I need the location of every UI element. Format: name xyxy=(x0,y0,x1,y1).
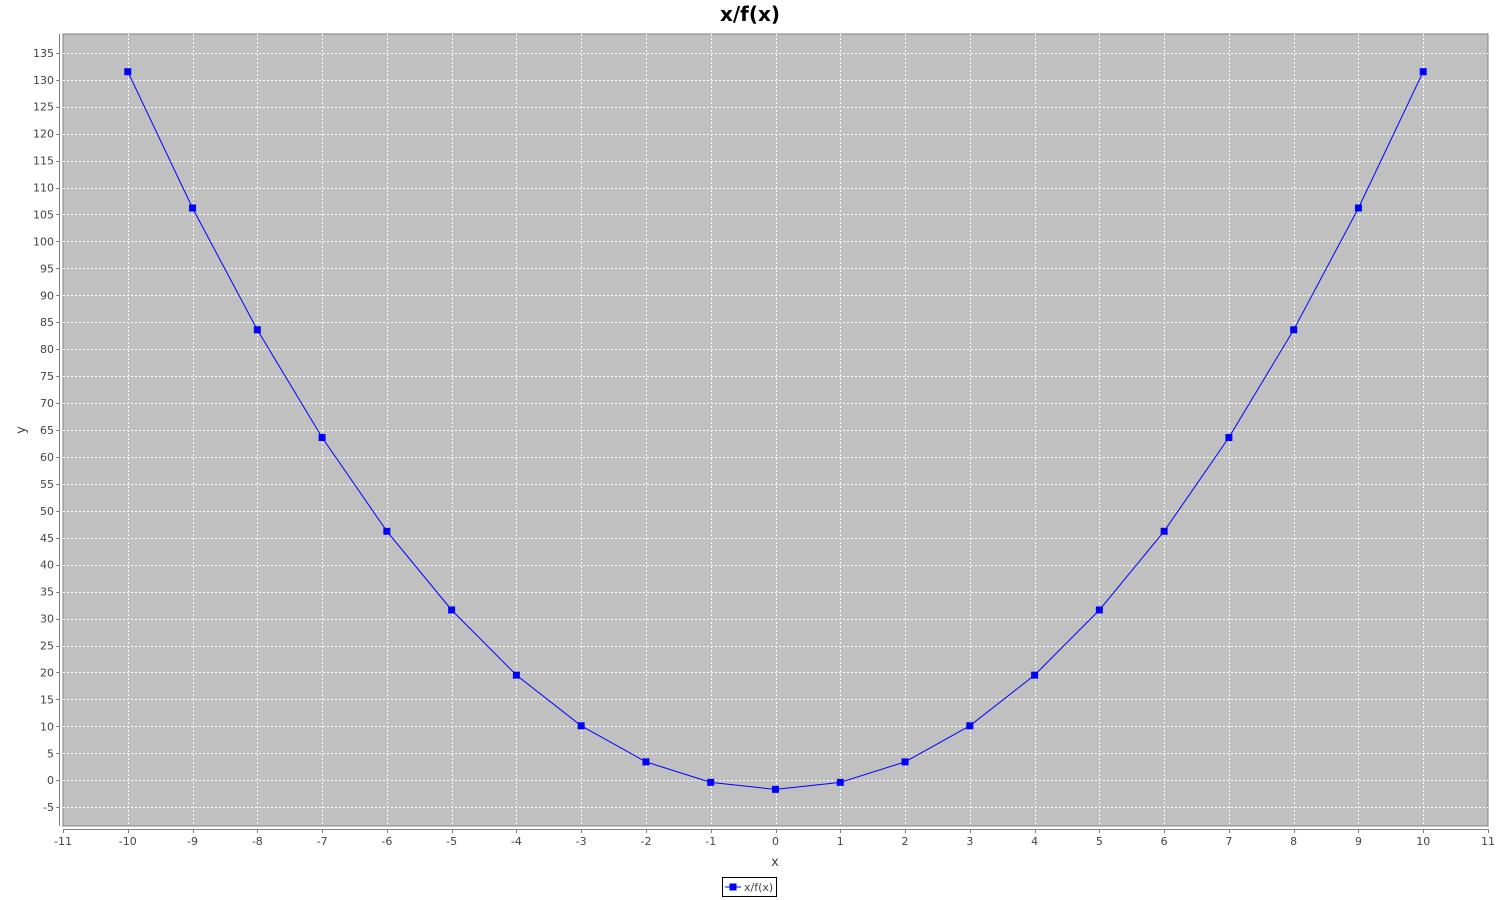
y-tick-label: 25 xyxy=(40,640,54,653)
data-point xyxy=(966,722,974,730)
y-tick-label: 15 xyxy=(40,693,54,706)
y-tick-label: 5 xyxy=(47,747,54,760)
axes: -11 -10 -9 -8 -7 -6 -5 -4 -3 -2 -1 0 1 2 3 4 5 6 7 8 9 10 11-5… xyxy=(33,34,1495,848)
y-tick-label: 130 xyxy=(33,74,54,87)
data-point xyxy=(1354,204,1362,212)
data-point xyxy=(253,326,261,334)
x-tick-label: 6 xyxy=(1161,835,1168,848)
y-tick-label: 135 xyxy=(33,47,54,60)
y-tick-label: 55 xyxy=(40,478,54,491)
x-tick-label: 3 xyxy=(966,835,973,848)
x-tick-label: -1 xyxy=(705,835,716,848)
data-point xyxy=(512,671,520,679)
y-tick-label: 35 xyxy=(40,586,54,599)
y-tick-label: 105 xyxy=(33,208,54,221)
x-tick-label: 4 xyxy=(1031,835,1038,848)
y-tick-label: 75 xyxy=(40,370,54,383)
y-tick-label: 125 xyxy=(33,101,54,114)
y-tick-label: 0 xyxy=(47,774,54,787)
data-point xyxy=(189,204,197,212)
legend-marker xyxy=(725,883,741,891)
y-tick-label: 120 xyxy=(33,128,54,141)
y-tick-label: 100 xyxy=(33,235,54,248)
y-tick-label: 60 xyxy=(40,451,54,464)
data-point xyxy=(1095,606,1103,614)
data-point xyxy=(318,434,326,442)
data-point xyxy=(577,722,585,730)
data-point xyxy=(1290,326,1298,334)
data-point xyxy=(124,68,132,76)
y-tick-label: -5 xyxy=(43,801,54,814)
data-point xyxy=(836,778,844,786)
x-axis-title: x xyxy=(771,855,779,870)
y-tick-label: 95 xyxy=(40,262,54,275)
legend: x/f(x) xyxy=(722,877,778,897)
x-tick-label: 10 xyxy=(1416,835,1430,848)
y-tick-label: 80 xyxy=(40,343,54,356)
x-tick-label: 1 xyxy=(837,835,844,848)
x-tick-label: -9 xyxy=(187,835,198,848)
y-tick-label: 70 xyxy=(40,397,54,410)
y-tick-label: 45 xyxy=(40,532,54,545)
data-point xyxy=(1225,434,1233,442)
x-tick-label: -3 xyxy=(576,835,587,848)
data-point xyxy=(1031,671,1039,679)
data-point xyxy=(772,785,779,793)
x-tick-label: 2 xyxy=(902,835,909,848)
y-tick-label: 110 xyxy=(33,182,54,195)
x-tick-label: -8 xyxy=(252,835,263,848)
data-point xyxy=(448,606,456,614)
data-point xyxy=(642,758,650,766)
y-tick-label: 20 xyxy=(40,666,54,679)
y-tick-label: 40 xyxy=(40,559,54,572)
legend-label: x/f(x) xyxy=(744,880,774,894)
x-tick-label: 9 xyxy=(1355,835,1362,848)
data-point xyxy=(901,758,909,766)
x-tick-label: -6 xyxy=(381,835,392,848)
x-tick-label: 7 xyxy=(1225,835,1232,848)
series-layer xyxy=(124,68,1427,793)
x-tick-label: -7 xyxy=(317,835,328,848)
x-tick-label: 11 xyxy=(1481,835,1495,848)
y-axis-title: y xyxy=(14,426,29,434)
x-tick-label: 0 xyxy=(772,835,779,848)
y-tick-label: 115 xyxy=(33,155,54,168)
y-tick-label: 85 xyxy=(40,316,54,329)
x-tick-label: -11 xyxy=(54,835,72,848)
x-tick-label: -5 xyxy=(446,835,457,848)
grid-lines xyxy=(63,34,1488,826)
x-tick-label: -2 xyxy=(640,835,651,848)
x-tick-label: -10 xyxy=(119,835,137,848)
y-tick-label: 10 xyxy=(40,720,54,733)
data-point xyxy=(383,527,391,535)
x-tick-label: 8 xyxy=(1290,835,1297,848)
chart-title: x/f(x) xyxy=(719,2,781,26)
data-point xyxy=(1160,527,1168,535)
data-point xyxy=(1419,68,1427,76)
y-tick-label: 90 xyxy=(40,289,54,302)
y-tick-label: 65 xyxy=(40,424,54,437)
y-tick-label: 30 xyxy=(40,613,54,626)
data-point xyxy=(707,778,715,786)
x-tick-label: -4 xyxy=(511,835,522,848)
y-tick-label: 50 xyxy=(40,505,54,518)
x-tick-label: 5 xyxy=(1096,835,1103,848)
